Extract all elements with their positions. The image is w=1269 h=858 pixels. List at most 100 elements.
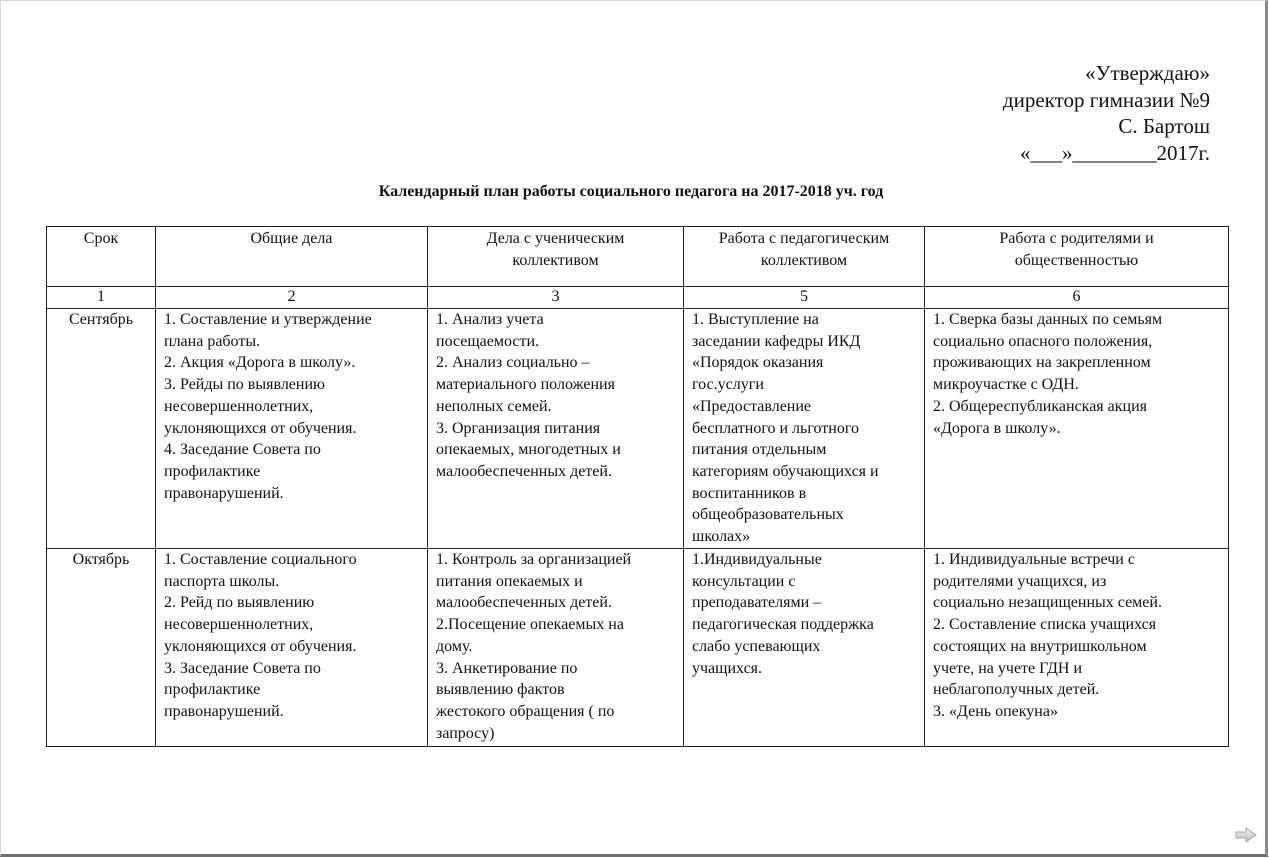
activity-line: преподавателями – — [692, 594, 822, 612]
activity-line: 2. Рейд по выявлению — [164, 594, 315, 612]
plan-table: Срок Общие дела Дела с ученическим коллекти… — [46, 226, 1229, 747]
activity-line: профилактике — [164, 462, 261, 480]
activity-line: 2. Составление списка учащихся — [933, 616, 1157, 634]
activity-line: 1. Составление и утверждение — [164, 311, 372, 328]
activity-line: слабо успевающих — [692, 637, 821, 655]
activity-line: «Предоставление — [692, 397, 812, 415]
activity-cell: 1. Выступление на заседании кафедры ИКД «П… — [683, 308, 925, 549]
approval-line: С. Бартош — [1118, 114, 1210, 138]
activity-line: посещаемости. — [436, 332, 540, 350]
activity-line: проживающих на закрепленном — [933, 354, 1151, 372]
activity-cell: 1. Сверка базы данных по семьям социально… — [924, 308, 1229, 549]
activity-line: 1. Составление социального — [164, 551, 357, 568]
activity-line: 3. Анкетирование по — [436, 659, 578, 677]
activity-line: плана работы. — [164, 332, 261, 350]
activity-line: правонарушений. — [164, 484, 284, 502]
activity-line: 1. Анализ учета — [436, 311, 544, 328]
column-number: 3 — [427, 286, 684, 309]
activity-line: 2. Анализ социально – — [436, 354, 590, 372]
header-line: Общие дела — [250, 230, 333, 247]
column-header: Работа с родителями и общественностью — [924, 226, 1229, 287]
column-number: 2 — [155, 286, 428, 309]
activity-line: несовершеннолетних, — [164, 397, 314, 415]
activity-line: 2. Акция «Дорога в школу». — [164, 354, 356, 372]
activity-line: выявлению фактов — [436, 681, 565, 699]
column-header: Дела с ученическим коллективом — [427, 226, 684, 287]
activity-line: неполных семей. — [436, 397, 552, 415]
header-line: коллективом — [760, 251, 848, 269]
activity-line: запросу) — [436, 724, 495, 742]
column-number: 5 — [683, 286, 925, 309]
activity-cell: 1. Составление социального паспорта школы… — [155, 548, 428, 747]
activity-line: уклоняющихся от обучения. — [164, 419, 357, 437]
activity-line: микроучастке с ОДН. — [933, 376, 1079, 394]
activity-cell: 1.Индивидуальные консультации с преподават… — [683, 548, 925, 747]
activity-line: несовершеннолетних, — [164, 616, 314, 634]
activity-line: питания опекаемых и — [436, 572, 583, 590]
approval-line: «Утверждаю» — [1085, 61, 1210, 85]
table-row: Октябрь 1. Составление социального паспорт… — [46, 548, 1229, 747]
activity-line: «Порядок оказания — [692, 354, 824, 372]
period-cell: Сентябрь — [46, 308, 156, 549]
activity-line: 1. Контроль за организацией — [436, 551, 632, 568]
activity-line: малообеспеченных детей. — [436, 462, 612, 480]
column-number: 6 — [924, 286, 1229, 309]
activity-line: состоящих на внутришкольном — [933, 637, 1147, 655]
activity-cell: 1. Индивидуальные встречи с родителями уч… — [924, 548, 1229, 747]
activity-line: родителями учащихся, из — [933, 572, 1107, 590]
activity-line: 4. Заседание Совета по — [164, 441, 321, 459]
activity-line: бесплатного и льготного — [692, 419, 859, 437]
approval-line: «___»________2017г. — [1020, 140, 1210, 165]
arrow-right-icon[interactable] — [1235, 827, 1257, 843]
activity-line: опекаемых, многодетных и — [436, 441, 621, 459]
activity-line: школах» — [692, 528, 751, 546]
activity-line: гос.услуги — [692, 376, 764, 394]
approval-line: директор гимназии №9 — [1002, 87, 1210, 112]
activity-line: правонарушений. — [164, 702, 284, 720]
activity-line: социально незащищенных семей. — [933, 594, 1162, 612]
activity-line: общеобразовательных — [692, 506, 844, 524]
column-header: Работа с педагогическим коллективом — [683, 226, 925, 287]
column-header: Общие дела — [155, 226, 428, 287]
activity-cell: 1. Анализ учета посещаемости. 2. Анализ со… — [427, 308, 684, 549]
activity-line: заседании кафедры ИКД — [692, 332, 861, 350]
activity-line: материального положения — [436, 376, 615, 394]
activity-line: 3. Рейды по выявлению — [164, 376, 325, 394]
activity-line: 2.Посещение опекаемых на — [436, 616, 624, 634]
document-title: Календарный план работы социального педа… — [378, 183, 884, 200]
table-header-row: Срок Общие дела Дела с ученическим коллекти… — [46, 226, 1229, 287]
activity-line: учете, на учете ГДН и — [933, 659, 1083, 677]
activity-cell: 1. Составление и утверждение плана работы… — [155, 308, 428, 549]
activity-line: педагогическая поддержка — [692, 616, 874, 634]
activity-line: воспитанников в — [692, 484, 807, 502]
activity-line: 1. Выступление на — [692, 311, 819, 328]
activity-line: 1. Индивидуальные встречи с — [933, 551, 1135, 568]
activity-line: питания отдельным — [692, 441, 827, 459]
header-line: Дела с ученическим — [486, 230, 625, 247]
activity-line: паспорта школы. — [164, 572, 280, 590]
activity-line: дому. — [436, 637, 473, 655]
table-row: Сентябрь 1. Составление и утверждение план… — [46, 308, 1229, 549]
activity-line: категориям обучающихся и — [692, 462, 879, 480]
activity-line: жестокого обращения ( по — [436, 702, 615, 720]
header-line: Срок — [83, 230, 119, 247]
activity-line: неблагополучных детей. — [933, 681, 1100, 699]
activity-line: 3. «День опекуна» — [933, 702, 1058, 720]
activity-cell: 1. Контроль за организацией питания опека… — [427, 548, 684, 747]
activity-line: 1.Индивидуальные — [692, 551, 822, 568]
activity-line: учащихся. — [692, 659, 763, 677]
column-number: 1 — [46, 286, 156, 309]
activity-line: консультации с — [692, 572, 796, 590]
activity-line: 1. Сверка базы данных по семьям — [933, 311, 1163, 328]
header-line: общественностью — [1014, 251, 1139, 269]
activity-line: малообеспеченных детей. — [436, 594, 612, 612]
activity-line: уклоняющихся от обучения. — [164, 637, 357, 655]
activity-line: «Дорога в школу». — [933, 419, 1061, 437]
approval-block: «Утверждаю» директор гимназии №9 С. Барт… — [1003, 60, 1210, 166]
activity-line: 3. Организация питания — [436, 419, 601, 437]
header-line: Работа с родителями и — [999, 230, 1154, 247]
column-header: Срок — [46, 226, 156, 287]
activity-line: 2. Общереспубликанская акция — [933, 397, 1148, 415]
